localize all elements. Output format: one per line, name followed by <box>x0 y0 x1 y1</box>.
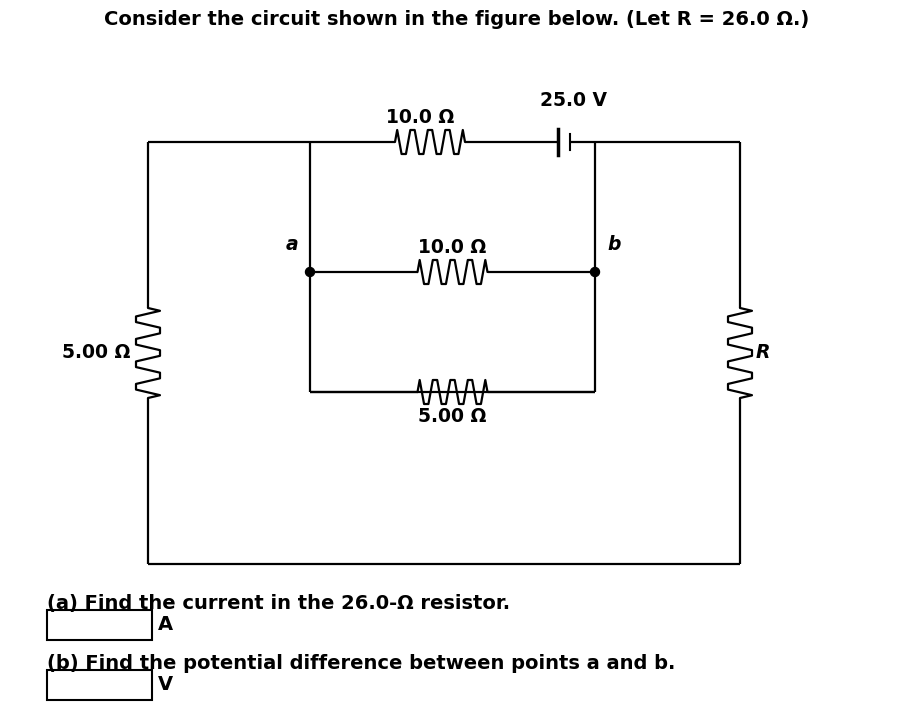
Text: A: A <box>158 616 173 635</box>
Text: R: R <box>756 343 771 362</box>
Text: 10.0 Ω: 10.0 Ω <box>386 108 454 127</box>
Text: Consider the circuit shown in the figure below. (Let R = 26.0 Ω.): Consider the circuit shown in the figure… <box>104 10 810 29</box>
Text: 5.00 Ω: 5.00 Ω <box>61 343 130 362</box>
Circle shape <box>305 267 314 277</box>
Text: 10.0 Ω: 10.0 Ω <box>419 238 486 257</box>
Text: V: V <box>158 675 173 694</box>
Text: b: b <box>607 235 621 254</box>
Text: 5.00 Ω: 5.00 Ω <box>419 407 486 426</box>
FancyBboxPatch shape <box>47 610 152 640</box>
Text: (b) Find the potential difference between points a and b.: (b) Find the potential difference betwee… <box>47 654 675 673</box>
Text: (a) Find the current in the 26.0-Ω resistor.: (a) Find the current in the 26.0-Ω resis… <box>47 594 510 613</box>
Text: 25.0 V: 25.0 V <box>539 91 607 110</box>
Circle shape <box>590 267 600 277</box>
FancyBboxPatch shape <box>47 670 152 700</box>
Text: a: a <box>285 235 298 254</box>
